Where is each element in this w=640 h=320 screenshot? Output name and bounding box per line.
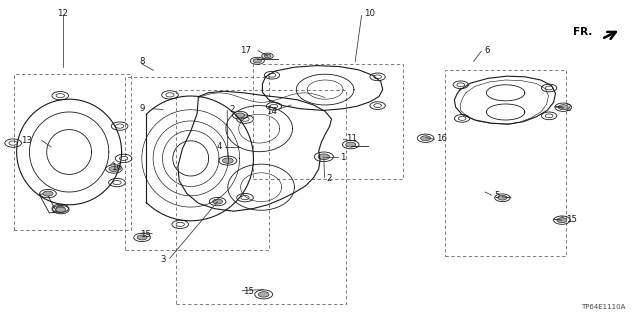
Circle shape xyxy=(56,207,66,212)
Circle shape xyxy=(420,136,431,141)
Circle shape xyxy=(264,54,271,58)
Circle shape xyxy=(259,292,269,297)
Circle shape xyxy=(557,218,567,223)
Text: FR.: FR. xyxy=(573,27,592,37)
Bar xyxy=(39,193,57,213)
Circle shape xyxy=(558,105,568,110)
Text: 5: 5 xyxy=(494,191,500,200)
Text: 15: 15 xyxy=(140,230,150,239)
Circle shape xyxy=(137,235,147,240)
Text: 2: 2 xyxy=(229,105,235,114)
Text: 3: 3 xyxy=(160,255,166,264)
Text: 15: 15 xyxy=(243,287,254,296)
Text: 6: 6 xyxy=(484,46,490,55)
Text: 1: 1 xyxy=(340,153,346,162)
Text: 13: 13 xyxy=(21,136,32,145)
Text: 16: 16 xyxy=(436,134,447,143)
Text: 12: 12 xyxy=(57,9,68,18)
Text: 11: 11 xyxy=(346,134,356,143)
Text: 15: 15 xyxy=(566,215,577,224)
Circle shape xyxy=(109,166,119,172)
Circle shape xyxy=(212,199,223,204)
Text: 10: 10 xyxy=(364,9,374,18)
Text: 9: 9 xyxy=(140,104,145,113)
Text: 17: 17 xyxy=(240,46,251,55)
Text: 16: 16 xyxy=(111,163,122,172)
Circle shape xyxy=(236,113,244,117)
Text: 4: 4 xyxy=(216,142,222,151)
Text: 14: 14 xyxy=(266,107,276,116)
Circle shape xyxy=(253,59,262,63)
Text: 2: 2 xyxy=(326,174,332,183)
Circle shape xyxy=(43,191,53,196)
Text: TP64E1110A: TP64E1110A xyxy=(582,304,626,310)
Text: 8: 8 xyxy=(140,57,145,66)
Circle shape xyxy=(346,142,356,147)
Text: 2: 2 xyxy=(566,104,572,113)
Circle shape xyxy=(318,154,330,160)
Circle shape xyxy=(498,196,507,200)
Circle shape xyxy=(223,158,233,163)
